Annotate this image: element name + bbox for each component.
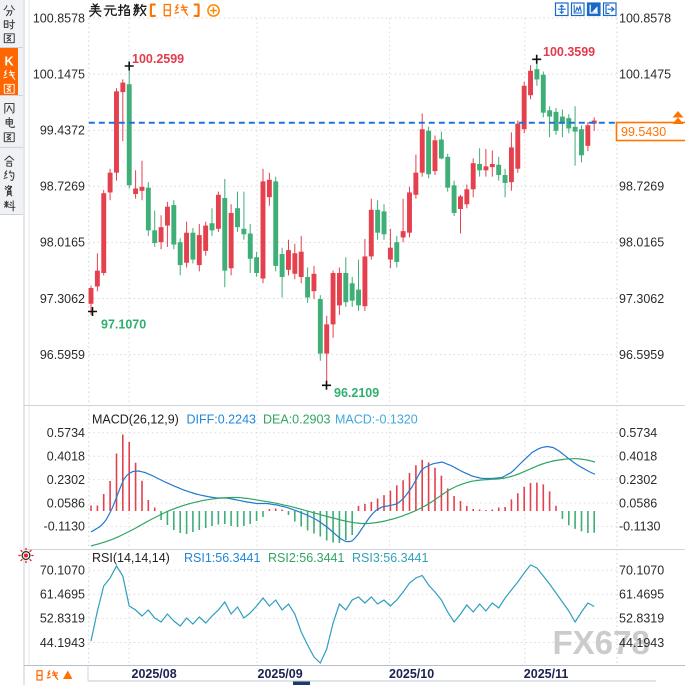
svg-text:MACD:-0.1320: MACD:-0.1320 (335, 413, 418, 427)
svg-text:61.4695: 61.4695 (40, 588, 85, 602)
svg-text:99.4372: 99.4372 (40, 124, 85, 138)
svg-text:97.1070: 97.1070 (101, 318, 146, 332)
svg-text:98.0165: 98.0165 (40, 236, 85, 250)
svg-text:100.2599: 100.2599 (132, 52, 184, 66)
svg-text:0.2302: 0.2302 (47, 473, 85, 487)
svg-text:61.4695: 61.4695 (619, 588, 664, 602)
svg-text:RSI2:56.3441: RSI2:56.3441 (268, 551, 344, 565)
svg-text:70.1070: 70.1070 (619, 564, 664, 578)
svg-text:-0.1130: -0.1130 (44, 520, 86, 534)
svg-text:52.8319: 52.8319 (40, 612, 85, 626)
svg-text:K: K (4, 55, 13, 69)
svg-text:96.2109: 96.2109 (334, 386, 379, 400)
svg-text:98.7269: 98.7269 (40, 180, 85, 194)
svg-text:2025/10: 2025/10 (389, 667, 434, 681)
svg-text:DEA:0.2903: DEA:0.2903 (263, 413, 330, 427)
svg-text:RSI3:56.3441: RSI3:56.3441 (352, 551, 428, 565)
svg-text:MACD(26,12,9): MACD(26,12,9) (92, 413, 179, 427)
svg-text:0.5734: 0.5734 (619, 426, 657, 440)
svg-text:99.5430: 99.5430 (621, 125, 666, 139)
svg-text:98.7269: 98.7269 (619, 180, 664, 194)
svg-text:44.1943: 44.1943 (619, 636, 664, 650)
svg-text:-0.1130: -0.1130 (619, 520, 661, 534)
svg-text:RSI(14,14,14): RSI(14,14,14) (92, 551, 170, 565)
svg-text:2025/09: 2025/09 (258, 667, 303, 681)
svg-text:0.0586: 0.0586 (47, 496, 85, 510)
svg-text:97.3062: 97.3062 (619, 292, 664, 306)
svg-text:100.1475: 100.1475 (33, 67, 85, 81)
svg-text:100.3599: 100.3599 (543, 45, 595, 59)
svg-text:100.8578: 100.8578 (33, 11, 85, 25)
svg-text:98.0165: 98.0165 (619, 236, 664, 250)
svg-text:97.3062: 97.3062 (40, 292, 85, 306)
svg-text:100.1475: 100.1475 (619, 67, 671, 81)
svg-text:100.8578: 100.8578 (619, 11, 671, 25)
svg-text:52.8319: 52.8319 (619, 612, 664, 626)
svg-text:44.1943: 44.1943 (40, 636, 85, 650)
svg-text:FX678: FX678 (553, 624, 650, 661)
svg-text:0.2302: 0.2302 (619, 473, 657, 487)
svg-text:2025/08: 2025/08 (132, 667, 177, 681)
svg-text:0.0586: 0.0586 (619, 496, 657, 510)
svg-text:2025/11: 2025/11 (524, 667, 569, 681)
svg-text:96.5959: 96.5959 (40, 348, 85, 362)
svg-text:70.1070: 70.1070 (40, 564, 85, 578)
svg-text:DIFF:0.2243: DIFF:0.2243 (187, 413, 257, 427)
svg-text:0.4018: 0.4018 (619, 450, 657, 464)
svg-text:96.5959: 96.5959 (619, 348, 664, 362)
svg-text:RSI1:56.3441: RSI1:56.3441 (184, 551, 260, 565)
svg-text:0.4018: 0.4018 (47, 450, 85, 464)
svg-text:0.5734: 0.5734 (47, 426, 85, 440)
